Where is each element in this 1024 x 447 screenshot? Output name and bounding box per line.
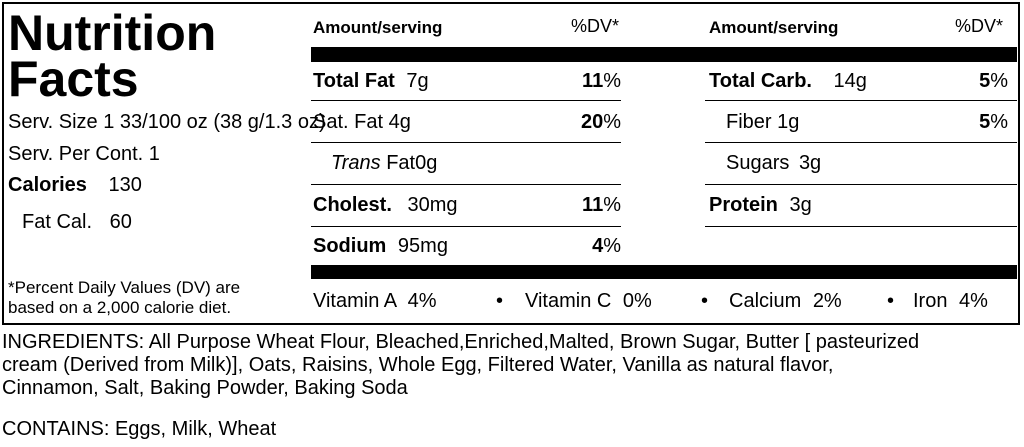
cholesterol-dv-sign: % [603,194,621,216]
total-carb-row: Total Carb. 14g [709,70,867,93]
total-carb-amount: 14g [833,70,867,92]
total-fat-dv-sign: % [603,70,621,92]
title-line2: Facts [8,51,139,107]
amount-header-left: Amount/serving [313,18,443,37]
row-divider-left-3 [311,184,621,185]
serving-size-label: Serv. Size [8,111,98,133]
sugars-amount: 3g [798,152,822,174]
calories-value: 130 [108,174,142,196]
fat-calories-label: Fat Cal. [22,211,93,233]
row-divider-right-2 [705,142,1017,143]
fiber-dv-value: 5 [979,111,991,133]
cholesterol-dv: 11% [582,194,621,217]
dv-footnote-line1: *Percent Daily Values (DV) are [8,278,241,297]
row-divider-right-1 [705,100,1017,101]
servings-per-container: Serv. Per Cont. 1 [8,143,160,166]
calories: Calories 130 [8,174,142,197]
bottom-thick-rule [311,265,1017,279]
bullet-separator-3: • [887,290,895,312]
protein-row: Protein 3g [709,194,812,217]
cholesterol-label: Cholest. [313,194,392,216]
cholesterol-dv-value: 11 [582,194,604,216]
sodium-dv-sign: % [603,235,621,257]
sodium-row: Sodium 95mg [313,235,448,258]
vitamin-c: Vitamin C 0% [525,290,652,313]
fiber-label: Fiber [726,111,772,133]
dv-footnote-line2: based on a 2,000 calorie diet. [8,298,232,317]
row-divider-left-2 [311,142,621,143]
trans-fat-row: Trans Fat0g [331,152,437,175]
fiber-amount: 1g [777,111,800,133]
cholesterol-amount: 30mg [407,194,458,216]
ingredients-line1: INGREDIENTS: All Purpose Wheat Flour, Bl… [2,331,920,353]
total-fat-dv: 11% [582,70,621,93]
title-line1: Nutrition [8,5,217,61]
calcium: Calcium 2% [729,290,842,313]
iron-name: Iron [913,290,948,312]
calcium-name: Calcium [729,290,802,312]
vitamin-c-value: 0% [622,290,652,312]
amount-header-right: Amount/serving [709,18,839,37]
fiber-dv-sign: % [990,111,1008,133]
sodium-dv-value: 4 [592,235,604,257]
vitamin-a-value: 4% [407,290,437,312]
sat-fat-label: Sat. Fat [313,111,384,133]
fiber-dv: 5% [979,111,1008,134]
total-fat-dv-value: 11 [582,70,604,92]
ingredients: INGREDIENTS: All Purpose Wheat Flour, Bl… [2,331,919,400]
calories-label: Calories [8,174,87,196]
top-thick-rule [311,47,1017,62]
servings-per-container-label: Serv. Per Cont. [8,143,144,165]
total-carb-dv-sign: % [990,70,1008,92]
protein-label: Protein [709,194,778,216]
total-carb-dv: 5% [979,70,1008,93]
fat-calories: Fat Cal. 60 [22,211,132,234]
serving-size: Serv. Size 1 33/100 oz (38 g/1.3 oz) [8,111,326,134]
sodium-label: Sodium [313,235,387,257]
vitamin-c-name: Vitamin C [525,290,612,312]
sat-fat-dv: 20% [581,111,621,134]
fiber-row: Fiber 1g [726,111,799,134]
sat-fat-amount: 4g [388,111,411,133]
vitamin-a-name: Vitamin A [313,290,397,312]
sugars-row: Sugars 3g [726,152,821,175]
total-carb-label: Total Carb. [709,70,812,92]
sodium-dv: 4% [592,235,621,258]
sodium-amount: 95mg [397,235,448,257]
dv-footnote: *Percent Daily Values (DV) are based on … [8,278,240,318]
fat-calories-value: 60 [109,211,132,233]
nutrition-panel-frame [2,2,1020,325]
ingredients-line2: cream (Derived from Milk)], Oats, Raisin… [2,354,834,376]
row-divider-right-3 [705,184,1017,185]
sat-fat-dv-sign: % [603,111,621,133]
row-divider-left-4 [311,226,621,227]
sat-fat-row: Sat. Fat 4g [313,111,411,134]
row-divider-right-4 [705,226,1017,227]
iron-value: 4% [959,290,988,312]
allergen-contains: CONTAINS: Eggs, Milk, Wheat [2,418,277,440]
trans-fat-amount: 0g [415,152,438,174]
dv-header-left: %DV* [571,16,620,36]
servings-per-container-value: 1 [148,143,160,165]
vitamin-a: Vitamin A 4% [313,290,437,313]
sat-fat-dv-value: 20 [580,111,604,133]
row-divider-left-1 [311,100,621,101]
trans-fat-italic-label: Trans [331,152,381,174]
iron: Iron 4% [913,290,988,313]
sugars-label: Sugars [726,152,790,174]
total-fat-label: Total Fat [313,70,395,92]
protein-amount: 3g [789,194,812,216]
trans-fat-label: Fat [386,152,416,174]
bullet-separator-2: • [701,290,709,312]
serving-size-value: 1 33/100 oz (38 g/1.3 oz) [103,111,326,133]
total-fat-amount: 7g [406,70,429,92]
calcium-value: 2% [812,290,842,312]
dv-header-right: %DV* [955,16,1004,36]
total-fat-row: Total Fat 7g [313,70,429,93]
ingredients-line3: Cinnamon, Salt, Baking Powder, Baking So… [2,377,408,399]
bullet-separator-1: • [496,290,504,312]
cholesterol-row: Cholest. 30mg [313,194,458,217]
total-carb-dv-value: 5 [979,70,991,92]
